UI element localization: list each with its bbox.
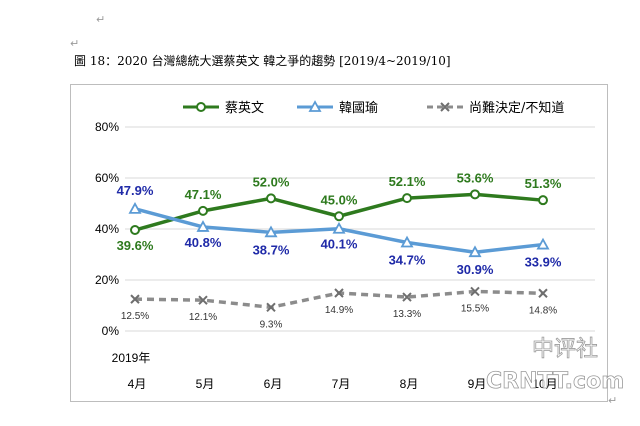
data-point: [470, 286, 480, 297]
x-tick-label: 9月: [468, 377, 487, 391]
x-tick-label: 6月: [264, 377, 283, 391]
data-point: [266, 193, 276, 204]
y-tick-label: 0%: [102, 324, 120, 338]
y-tick-label: 40%: [95, 222, 119, 236]
data-label: 14.9%: [325, 305, 353, 316]
x-tick-label: 10月: [532, 377, 557, 391]
x-tick-label: 4月: [128, 377, 147, 391]
data-label: 53.6%: [457, 170, 494, 185]
watermark-line1: 中评社: [532, 337, 598, 362]
data-point: [334, 288, 344, 298]
data-label: 30.9%: [457, 262, 494, 277]
chart-svg: 0% 20% 40% 60% 80% 4月 5月 6月 7月 8月 9月 10月 2019年 蔡英文 韓國瑜…: [95, 100, 595, 391]
data-point: [402, 193, 412, 204]
x-tick-label: 7月: [332, 377, 351, 391]
legend-label: 韓國瑜: [339, 101, 378, 116]
data-point: [130, 225, 140, 236]
data-label: 34.7%: [389, 253, 426, 268]
data-point: [402, 292, 412, 302]
data-point: [334, 211, 344, 222]
x-tick-label: 8月: [400, 377, 419, 391]
data-label: 12.5%: [121, 311, 149, 322]
legend-marker: [308, 100, 322, 112]
data-point: [266, 302, 276, 312]
legend-label: 蔡英文: [225, 101, 264, 116]
data-point: [196, 220, 210, 232]
watermark: 中评社 CRNTT.com: [486, 337, 625, 395]
data-label: 39.6%: [117, 238, 154, 253]
data-label: 40.8%: [185, 235, 222, 250]
data-label: 47.1%: [185, 187, 222, 202]
legend-marker: [440, 102, 450, 112]
data-label: 14.8%: [529, 305, 557, 316]
data-point: [130, 294, 140, 304]
data-point: [198, 205, 208, 216]
data-point: [536, 237, 550, 250]
x-tick-label: 5月: [196, 377, 215, 391]
data-label: 51.3%: [525, 176, 562, 191]
figure-caption: 圖 18：2020 台灣總統大選蔡英文 韓之爭的趨勢 [2019/4~2019/…: [74, 54, 451, 68]
y-tick-label: 60%: [95, 171, 119, 185]
paragraph-mark: ↵: [96, 13, 106, 26]
data-point: [128, 202, 142, 214]
data-point: [538, 288, 548, 298]
y-tick-label: 20%: [95, 273, 119, 287]
legend-label: 尚難決定/不知道: [469, 100, 564, 116]
data-label: 40.1%: [321, 237, 358, 252]
y-tick-label: 80%: [95, 120, 119, 134]
data-label: 38.7%: [253, 242, 290, 257]
data-point: [400, 235, 414, 248]
data-label: 9.3%: [260, 319, 283, 330]
data-label: 52.1%: [389, 174, 426, 189]
watermark-line2: CRNTT.com: [486, 369, 624, 394]
data-point: [470, 189, 480, 200]
data-point: [538, 195, 548, 206]
data-label: 13.3%: [393, 309, 421, 320]
data-label: 33.9%: [525, 255, 562, 270]
data-point: [264, 225, 278, 238]
data-point: [332, 221, 346, 234]
data-point: [468, 245, 482, 258]
data-label: 45.0%: [321, 192, 358, 207]
data-label: 15.5%: [461, 303, 489, 314]
data-label: 12.1%: [189, 312, 217, 323]
legend-marker: [196, 102, 206, 112]
line-chart: 0% 20% 40% 60% 80% 4月 5月 6月 7月 8月 9月 10月 2019年 蔡英文 韓國瑜…: [70, 84, 608, 402]
data-label: 52.0%: [253, 174, 290, 189]
paragraph-mark: ↵: [70, 37, 80, 50]
paragraph-mark: ↵: [608, 394, 618, 407]
year-label: 2019年: [112, 351, 151, 365]
data-point: [198, 295, 208, 305]
data-label: 47.9%: [117, 183, 154, 198]
